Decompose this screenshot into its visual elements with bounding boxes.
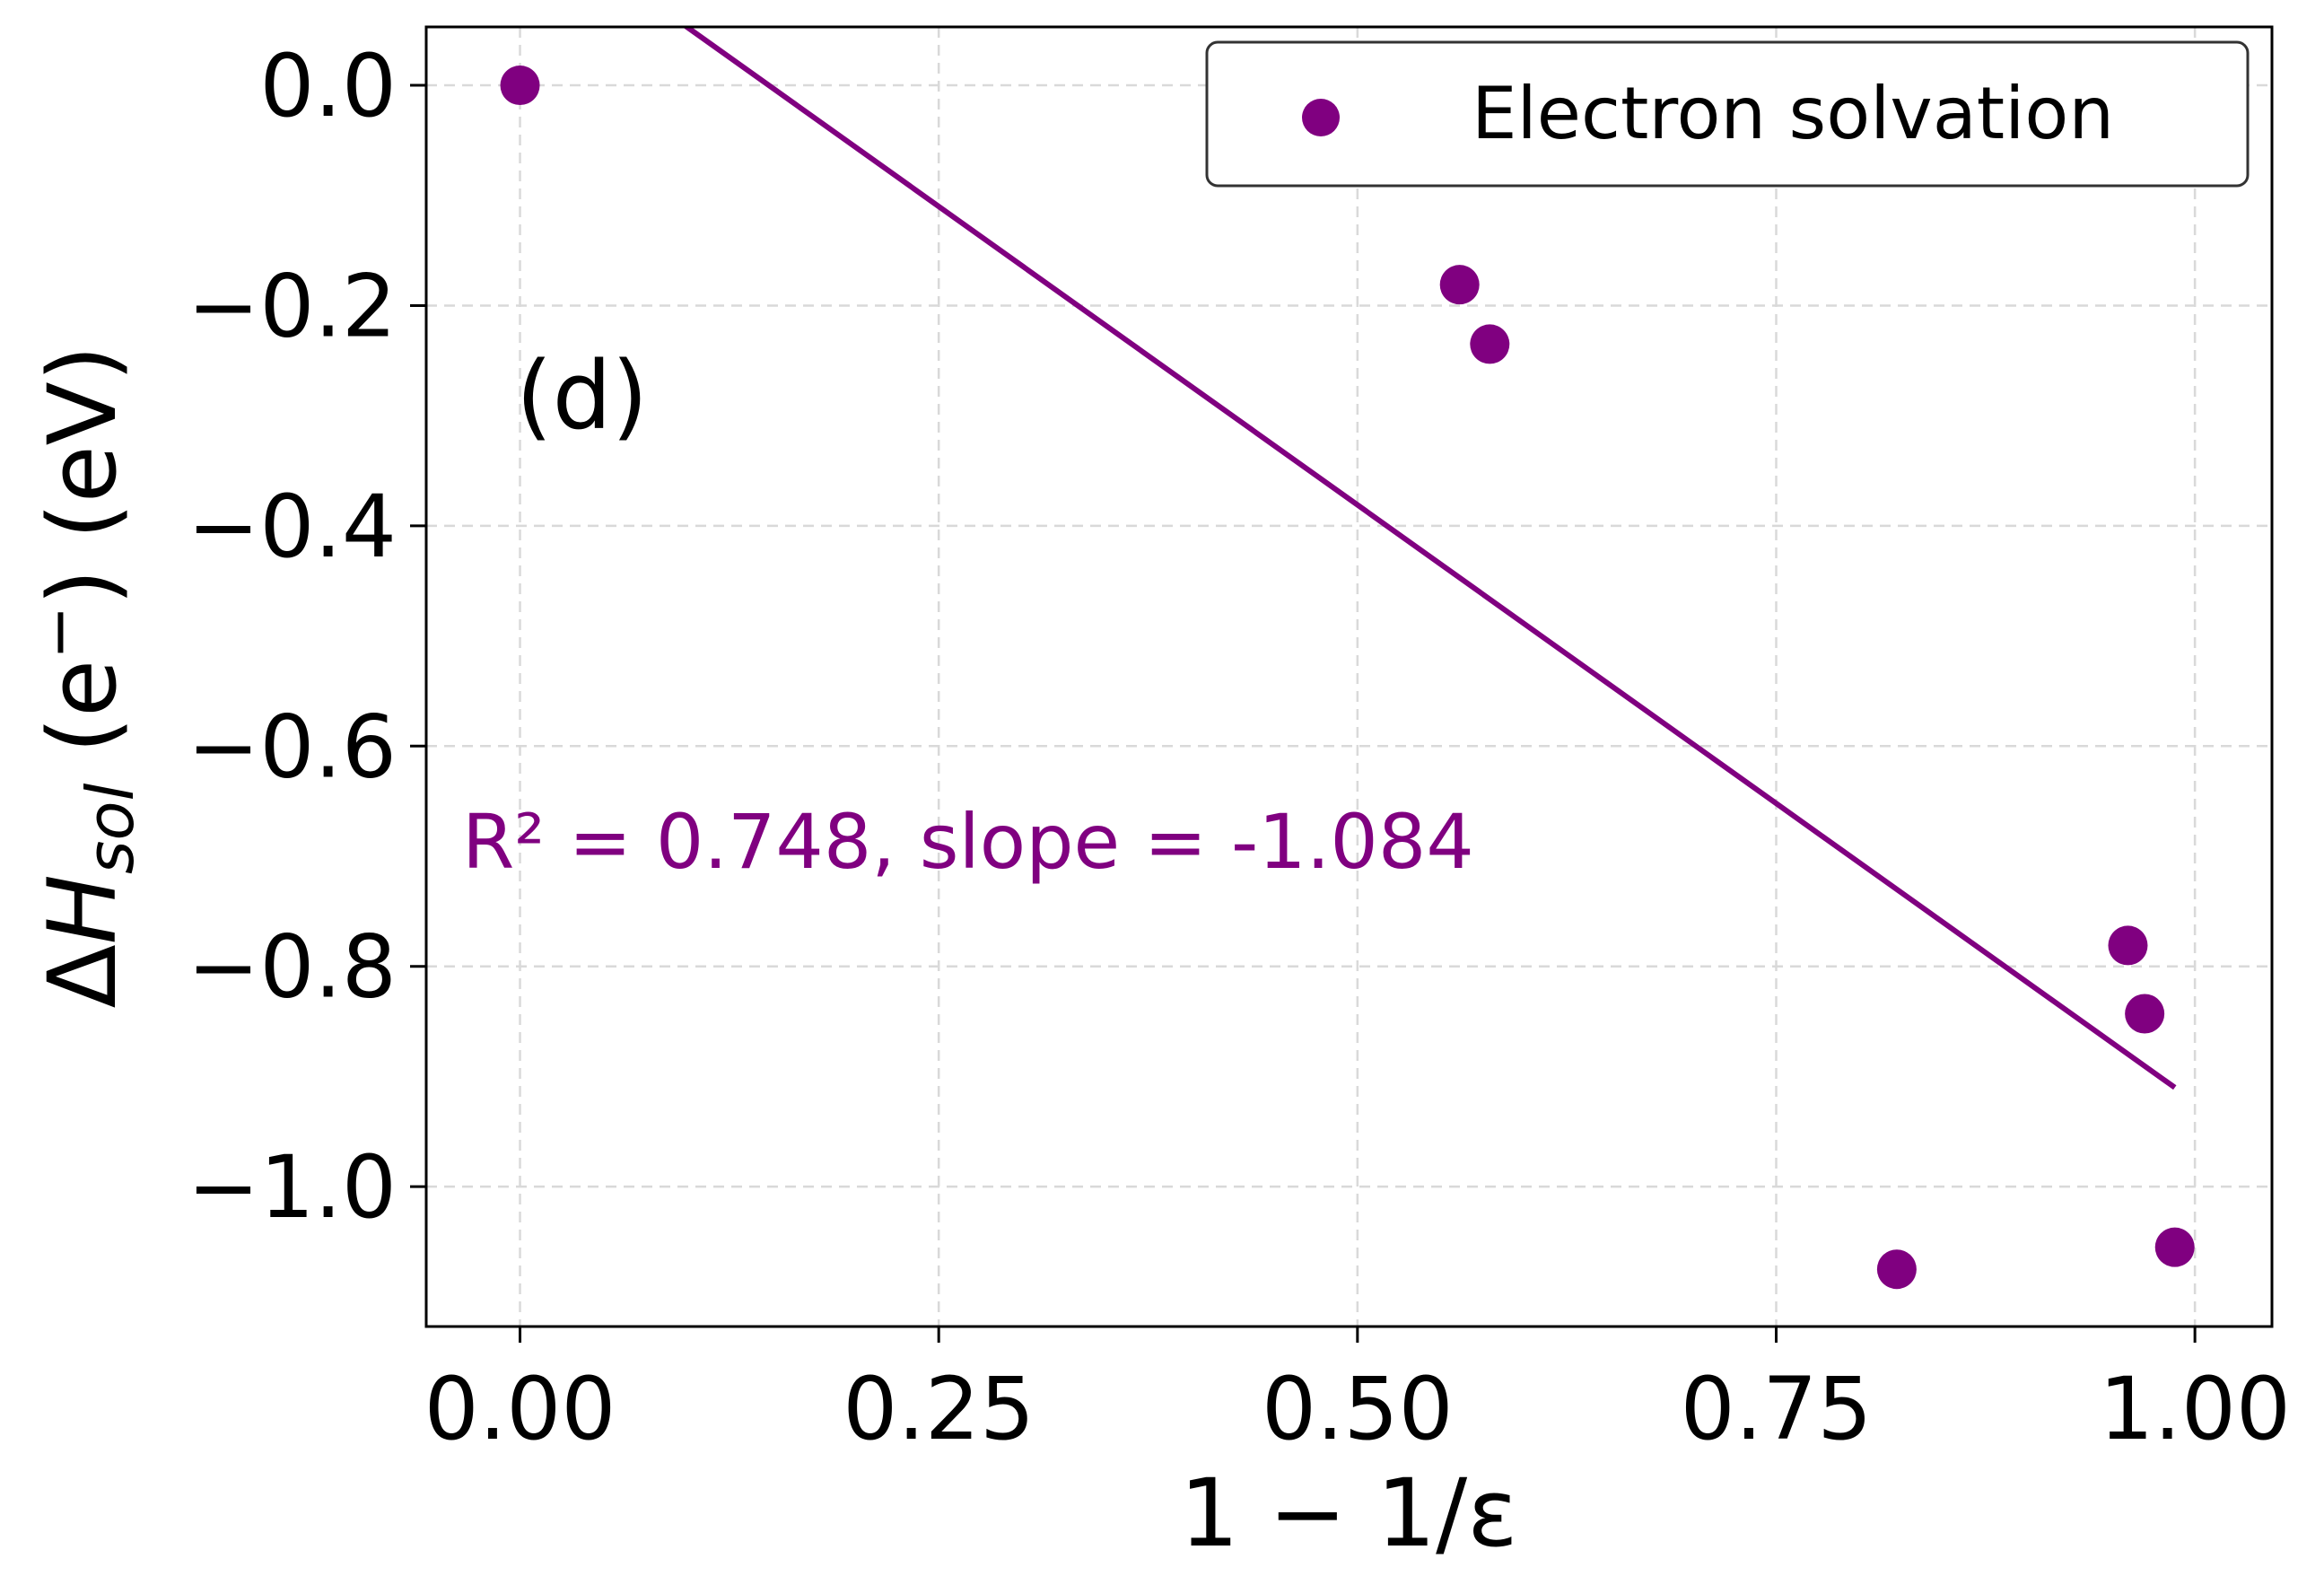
y-label-delta: Δ bbox=[28, 944, 137, 1008]
fit-line bbox=[682, 27, 2177, 1090]
y-label-open: (e bbox=[28, 660, 137, 784]
y-tick-label: −1.0 bbox=[188, 1137, 397, 1238]
legend-label: Electron solvation bbox=[1472, 72, 2114, 155]
plot-frame bbox=[424, 25, 2274, 1328]
y-tick-label: 0.0 bbox=[259, 36, 397, 136]
data-point bbox=[2125, 994, 2165, 1034]
data-point bbox=[1439, 265, 1480, 305]
y-label-close: ) (eV) bbox=[28, 346, 137, 606]
data-point bbox=[2108, 925, 2148, 966]
x-tick-label: 0.75 bbox=[1681, 1359, 1873, 1459]
legend-box bbox=[1205, 40, 2250, 188]
data-point bbox=[2154, 1227, 2195, 1267]
y-tick-label: −0.2 bbox=[188, 256, 397, 356]
y-label-subscript: sol bbox=[73, 783, 148, 874]
x-tick-label: 1.00 bbox=[2099, 1359, 2291, 1459]
y-tick-label: −0.4 bbox=[188, 477, 397, 577]
x-tick-label: 0.50 bbox=[1262, 1359, 1454, 1459]
fit-layer bbox=[682, 27, 2177, 1090]
x-axis-label: 1 − 1/ε bbox=[1180, 1458, 1518, 1568]
data-point bbox=[1876, 1249, 1917, 1290]
x-tick-label: 0.25 bbox=[843, 1359, 1035, 1459]
panel-label: (d) bbox=[516, 341, 648, 451]
y-axis-label: ΔHsol (e−) (eV) bbox=[21, 346, 148, 1009]
legend-marker bbox=[1302, 99, 1340, 136]
y-tick-label: −0.8 bbox=[188, 917, 397, 1018]
data-point bbox=[500, 66, 540, 106]
legend: Electron solvation bbox=[1205, 40, 2250, 188]
fit-annotation: R² = 0.748, slope = -1.084 bbox=[462, 798, 1474, 886]
y-label-superscript: − bbox=[21, 606, 96, 660]
points-layer bbox=[500, 66, 2195, 1290]
data-point bbox=[1470, 324, 1510, 364]
y-tick-label: −0.6 bbox=[188, 696, 397, 797]
ticks: 0.00 0.25 0.50 0.75 1.00 0.0 −0.2 −0.4 −0.6 −0.8 −… bbox=[188, 36, 2291, 1459]
grid bbox=[426, 27, 2272, 1327]
x-tick-label: 0.00 bbox=[424, 1359, 616, 1459]
y-label-H: H bbox=[28, 874, 137, 944]
